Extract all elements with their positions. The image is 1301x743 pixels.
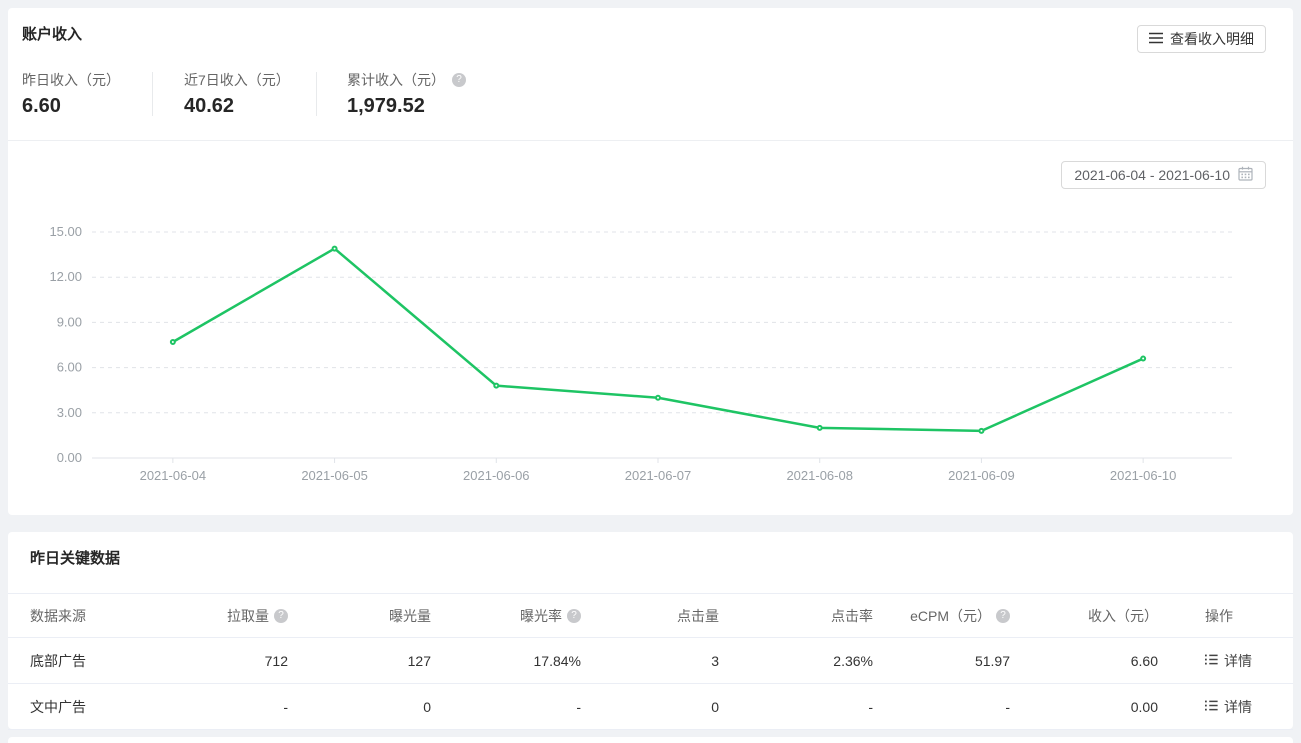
stat-value: 40.62 [184, 95, 235, 117]
svg-text:15.00: 15.00 [49, 224, 82, 239]
data-source-cell: 文中广告 [8, 683, 193, 730]
svg-text:3.00: 3.00 [57, 405, 82, 420]
svg-text:9.00: 9.00 [57, 314, 82, 329]
stat-label: 昨日收入（元） [22, 72, 120, 88]
stat-divider [316, 72, 317, 116]
date-range-value: 2021-06-04 - 2021-06-10 [1074, 167, 1230, 183]
account-income-card: 账户收入 查看收入明细 昨日收入（元） 6.60 近7日收入（元） 40.62 … [8, 8, 1293, 140]
svg-text:2021-06-06: 2021-06-06 [463, 468, 530, 483]
table-header-row: 数据来源 拉取量 曝光量 曝光率 点击量 点击率 eCPM（元） 收入（元） 操… [8, 593, 1293, 638]
detail-label: 详情 [1224, 698, 1252, 715]
svg-text:2021-06-10: 2021-06-10 [1110, 468, 1177, 483]
stat-label: 近7日收入（元） [184, 72, 290, 88]
svg-text:0.00: 0.00 [57, 450, 82, 465]
income-line-chart: 0.00 3.00 6.00 9.00 12.00 15.00 2021-06-04 2021… [49, 224, 1232, 483]
view-income-detail-button[interactable]: 查看收入明细 [1137, 25, 1266, 53]
svg-text:2021-06-09: 2021-06-09 [948, 468, 1015, 483]
help-icon[interactable] [452, 73, 466, 87]
list-detail-icon [1205, 653, 1218, 669]
stat-total-income: 累计收入（元） 1,979.52 [347, 70, 466, 119]
help-icon[interactable] [996, 608, 1010, 623]
col-pull-volume: 拉取量 [193, 593, 288, 638]
date-range-picker[interactable]: 2021-06-04 - 2021-06-10 [1061, 161, 1266, 189]
income-stats-row: 昨日收入（元） 6.60 近7日收入（元） 40.62 累计收入（元） 1,97… [22, 70, 1279, 119]
col-ecpm: eCPM（元） [873, 593, 1010, 638]
svg-text:2021-06-05: 2021-06-05 [301, 468, 368, 483]
stat-label: 累计收入（元） [347, 72, 445, 88]
col-clicks: 点击量 [581, 593, 719, 638]
list-detail-icon [1205, 699, 1218, 715]
table-row-intext-ad: 文中广告 - 0 - 0 - - 0.00 [8, 683, 1293, 730]
key-data-title: 昨日关键数据 [30, 550, 121, 567]
hamburger-list-icon [1149, 31, 1163, 47]
stat-value: 6.60 [22, 95, 61, 117]
col-click-rate: 点击率 [719, 593, 873, 638]
stat-yesterday-income: 昨日收入（元） 6.60 [22, 70, 152, 119]
detail-button[interactable]: 详情 [1205, 697, 1252, 717]
key-data-card: 昨日关键数据 数据来源 拉取量 曝光量 曝光率 点击量 点击率 eCPM（元） … [8, 532, 1293, 730]
stat-divider [152, 72, 153, 116]
svg-text:12.00: 12.00 [49, 269, 82, 284]
col-impressions: 曝光量 [288, 593, 431, 638]
stat-7day-income: 近7日收入（元） 40.62 [184, 70, 316, 119]
view-income-detail-label: 查看收入明细 [1170, 31, 1254, 47]
income-chart-card: 2021-06-04 - 2021-06-10 0.00 3.00 6.00 9.00… [8, 140, 1293, 515]
col-action: 操作 [1158, 593, 1293, 638]
svg-text:2021-06-07: 2021-06-07 [625, 468, 692, 483]
col-income: 收入（元） [1010, 593, 1158, 638]
detail-button[interactable]: 详情 [1205, 651, 1252, 671]
svg-text:2021-06-08: 2021-06-08 [786, 468, 853, 483]
data-source-cell: 底部广告 [8, 637, 193, 684]
col-impression-rate: 曝光率 [431, 593, 581, 638]
calendar-icon [1238, 166, 1253, 184]
svg-text:6.00: 6.00 [57, 360, 82, 375]
col-data-source: 数据来源 [8, 593, 193, 638]
key-data-table: 数据来源 拉取量 曝光量 曝光率 点击量 点击率 eCPM（元） 收入（元） 操… [8, 593, 1293, 730]
help-icon[interactable] [567, 608, 581, 623]
table-row-bottom-ad: 底部广告 712 127 17.84% 3 2.36% 51.97 6.60 [8, 637, 1293, 684]
help-icon[interactable] [274, 608, 288, 623]
account-income-title: 账户收入 [22, 26, 83, 43]
svg-text:2021-06-04: 2021-06-04 [140, 468, 207, 483]
stat-value: 1,979.52 [347, 95, 425, 117]
next-card-edge [8, 737, 1293, 743]
detail-label: 详情 [1224, 652, 1252, 669]
